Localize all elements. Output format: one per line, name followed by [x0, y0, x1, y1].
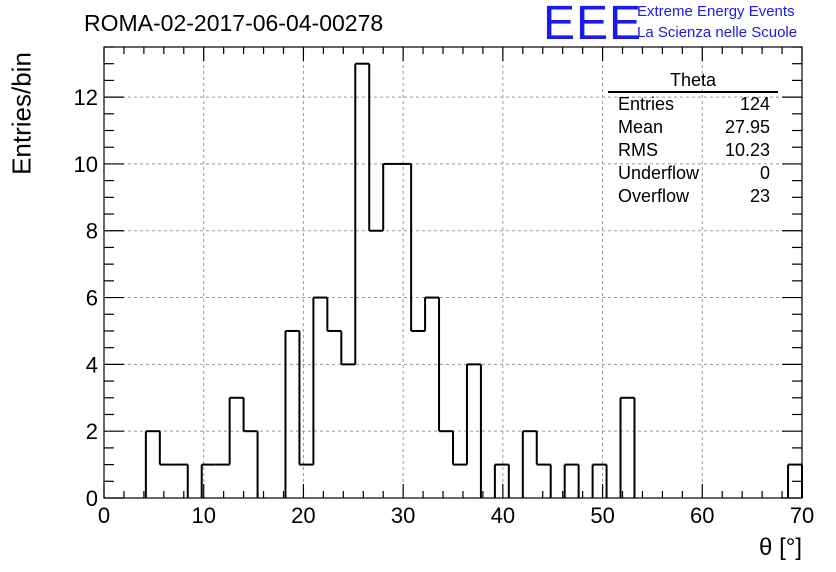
x-tick-label: 60: [690, 503, 714, 528]
histogram-bin: [621, 398, 635, 498]
histogram-bin: [425, 298, 439, 331]
histogram-bin: [285, 331, 299, 498]
histogram-bin: [467, 364, 481, 464]
y-tick-label: 10: [74, 152, 98, 177]
histogram-bin: [369, 64, 383, 231]
y-tick-label: 12: [74, 85, 98, 110]
histogram-bin: [537, 431, 551, 464]
x-tick-label: 10: [191, 503, 215, 528]
histogram-bin: [244, 398, 258, 431]
stats-title: Theta: [608, 70, 778, 93]
stats-row-underflow: Underflow 0: [608, 162, 778, 185]
histogram-bin: [355, 64, 369, 365]
stats-value: 27.95: [725, 116, 770, 139]
x-tick-label: 20: [291, 503, 315, 528]
histogram-bin: [299, 331, 313, 465]
stats-value: 10.23: [725, 139, 770, 162]
y-tick-label: 8: [86, 219, 98, 244]
histogram-bin: [160, 431, 174, 464]
y-tick-label: 4: [86, 352, 98, 377]
histogram-bin: [341, 331, 355, 364]
stats-label: Mean: [618, 116, 663, 139]
x-tick-label: 40: [491, 503, 515, 528]
logo-line-1: Extreme Energy Events: [637, 3, 795, 20]
stats-label: RMS: [618, 139, 658, 162]
y-tick-label: 6: [86, 286, 98, 311]
stats-value: 23: [750, 185, 770, 208]
stats-value: 0: [760, 162, 770, 185]
eee-logo: EEE: [543, 0, 642, 51]
x-tick-label: 30: [391, 503, 415, 528]
x-tick-label: 50: [590, 503, 614, 528]
histogram-bin: [565, 465, 579, 498]
stats-label: Underflow: [618, 162, 699, 185]
chart-title: ROMA-02-2017-06-04-00278: [84, 10, 383, 37]
stats-box: Theta Entries 124 Mean 27.95 RMS 10.23 Unde…: [608, 70, 778, 208]
histogram-bin: [453, 431, 467, 464]
histogram-bin: [313, 298, 327, 465]
histogram-bin: [146, 431, 160, 498]
stats-row-entries: Entries 124: [608, 93, 778, 116]
stats-row-mean: Mean 27.95: [608, 116, 778, 139]
histogram-bin: [383, 164, 397, 231]
stats-row-overflow: Overflow 23: [608, 185, 778, 208]
y-tick-label: 0: [86, 486, 98, 511]
logo-line-2: La Scienza nelle Scuole: [637, 24, 797, 41]
histogram-bin: [523, 431, 537, 498]
x-axis-label: θ [°]: [759, 534, 802, 562]
stats-label: Overflow: [618, 185, 689, 208]
histogram-bin: [593, 465, 607, 498]
y-axis-label: Entries/bin: [7, 49, 38, 179]
x-tick-label: 70: [790, 503, 814, 528]
x-tick-label: 0: [98, 503, 110, 528]
stats-label: Entries: [618, 93, 674, 116]
stats-value: 124: [740, 93, 770, 116]
y-tick-label: 2: [86, 419, 98, 444]
stats-row-rms: RMS 10.23: [608, 139, 778, 162]
histogram-bin: [495, 465, 509, 498]
histogram-bin: [411, 164, 425, 331]
histogram-bin: [327, 298, 341, 331]
